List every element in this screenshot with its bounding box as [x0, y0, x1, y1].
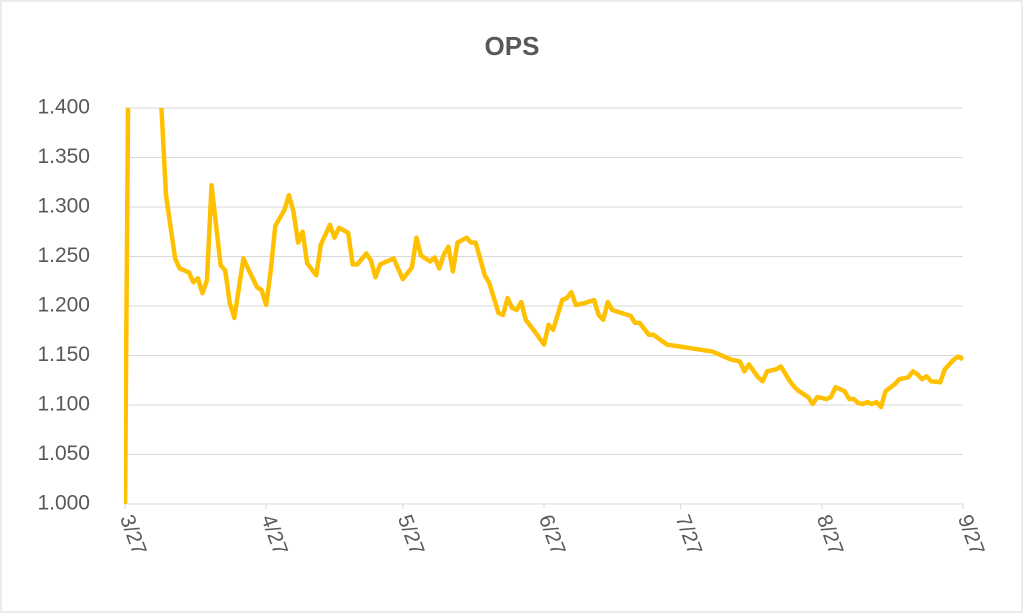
- plot-area: [124, 108, 964, 504]
- chart-title: OPS: [485, 31, 540, 61]
- data-line: [124, 108, 964, 504]
- y-tick-label: 1.000: [37, 492, 90, 515]
- y-tick-label: 1.100: [37, 393, 90, 416]
- y-tick-label: 1.350: [37, 145, 90, 168]
- y-tick-label: 1.150: [37, 343, 90, 366]
- y-tick-label: 1.300: [37, 195, 90, 218]
- y-tick-label: 1.400: [37, 96, 90, 119]
- y-tick-label: 1.200: [37, 294, 90, 317]
- y-tick-label: 1.250: [37, 244, 90, 267]
- y-tick-label: 1.050: [37, 442, 90, 465]
